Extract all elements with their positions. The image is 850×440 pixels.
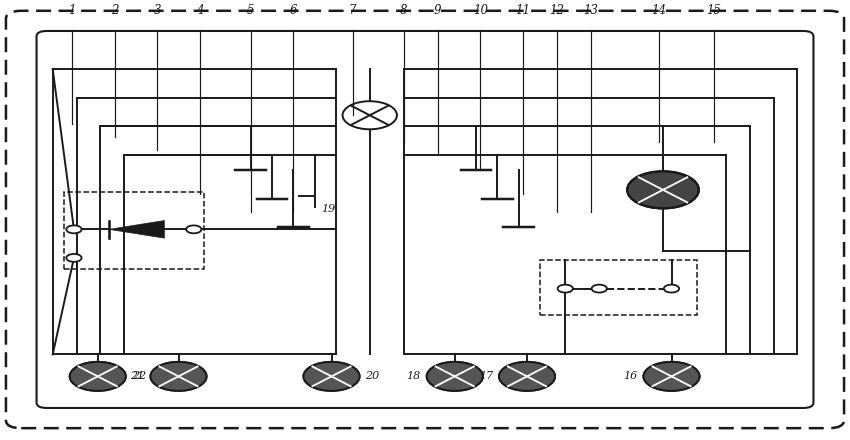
Text: 5: 5: [247, 4, 254, 17]
Circle shape: [499, 362, 555, 391]
Polygon shape: [109, 220, 164, 238]
Text: 11: 11: [515, 4, 530, 17]
Text: 18: 18: [406, 370, 421, 381]
Text: 2: 2: [111, 4, 118, 17]
Circle shape: [558, 285, 573, 293]
Circle shape: [70, 362, 126, 391]
Circle shape: [427, 362, 483, 391]
Text: 14: 14: [651, 4, 666, 17]
Text: 8: 8: [400, 4, 407, 17]
Text: 1: 1: [69, 4, 76, 17]
Text: 3: 3: [154, 4, 161, 17]
Circle shape: [150, 362, 207, 391]
Circle shape: [70, 362, 126, 391]
Circle shape: [627, 172, 699, 208]
Text: 22: 22: [132, 370, 146, 381]
Circle shape: [150, 362, 207, 391]
Text: 16: 16: [623, 370, 638, 381]
Circle shape: [303, 362, 360, 391]
Circle shape: [66, 254, 82, 262]
Text: 7: 7: [349, 4, 356, 17]
Text: 21: 21: [130, 370, 145, 381]
Text: 12: 12: [549, 4, 564, 17]
Circle shape: [499, 362, 555, 391]
Circle shape: [66, 225, 82, 233]
Circle shape: [186, 225, 201, 233]
Text: 4: 4: [196, 4, 203, 17]
Text: 19: 19: [321, 204, 336, 214]
Circle shape: [643, 362, 700, 391]
Bar: [64, 192, 204, 269]
Text: 13: 13: [583, 4, 598, 17]
Text: 17: 17: [479, 370, 493, 381]
Circle shape: [664, 285, 679, 293]
Circle shape: [427, 362, 483, 391]
Text: 9: 9: [434, 4, 441, 17]
Text: 6: 6: [290, 4, 297, 17]
Circle shape: [643, 362, 700, 391]
Circle shape: [343, 101, 397, 129]
Text: 20: 20: [366, 370, 380, 381]
Circle shape: [303, 362, 360, 391]
Circle shape: [627, 172, 699, 208]
Text: 15: 15: [706, 4, 722, 17]
Circle shape: [592, 285, 607, 293]
Bar: [540, 260, 697, 315]
Text: 10: 10: [473, 4, 488, 17]
